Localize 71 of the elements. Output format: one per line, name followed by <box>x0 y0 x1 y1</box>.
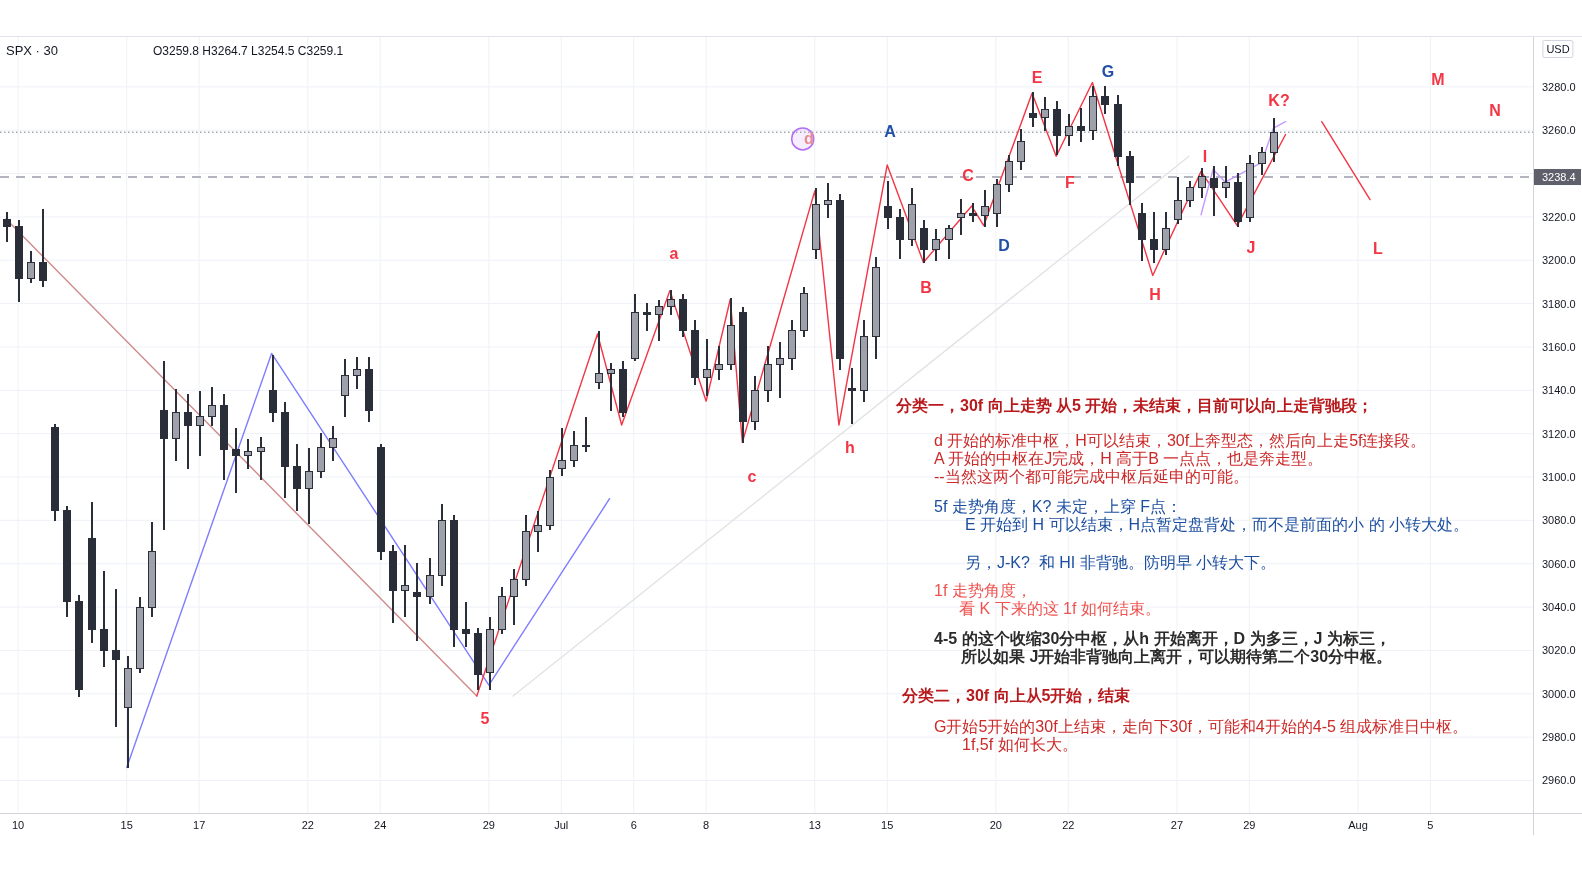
annotation: A <box>884 123 896 141</box>
annotation: d <box>804 130 814 148</box>
y-tick-label: 2980.0 <box>1542 731 1576 744</box>
x-tick-label: 27 <box>1170 819 1184 831</box>
annotation: 1f,5f 如何长大。 <box>962 736 1078 754</box>
annotation: --当然这两个都可能完成中枢后延申的可能。 <box>934 468 1249 486</box>
x-tick-label: 17 <box>193 819 206 831</box>
x-tick-label: 29 <box>482 819 495 831</box>
annotation: h <box>845 439 855 457</box>
annotation: 分类一，30f 向上走势 从5 开始，未结束，目前可以向上走背驰段； <box>896 397 1374 415</box>
ref-line-label: 3238.4 <box>1542 171 1576 184</box>
annotation: 看 K 下来的这 1f 如何结束。 <box>959 600 1161 618</box>
annotation: D <box>998 237 1010 255</box>
annotation: G <box>1101 63 1115 81</box>
x-tick-label: 15 <box>881 819 894 831</box>
annotation: 所以如果 J开始非背驰向上离开，可以期待第二个30分中枢。 <box>961 648 1393 666</box>
ref-line-label: 3238.4 <box>1534 169 1581 186</box>
x-tick-label: 29 <box>1243 819 1256 831</box>
y-tick-label: 3080.0 <box>1542 514 1576 527</box>
y-tick-label: 3280.0 <box>1542 80 1576 93</box>
y-tick-label: 3020.0 <box>1542 644 1576 657</box>
annotation: a <box>669 245 679 263</box>
annotation: c <box>747 468 757 486</box>
annotation: G开始5开始的30f上结束，走向下30f，可能和4开始的4-5 组成标准日中枢。 <box>934 718 1469 736</box>
y-tick-label: 3260.0 <box>1542 124 1576 137</box>
annotation: J <box>1246 239 1256 257</box>
y-tick-label: 3000.0 <box>1542 687 1576 700</box>
annotation: 另，J-K? 和 HI 非背驰。防明早 小转大下。 <box>965 554 1277 572</box>
x-tick-label: 8 <box>703 819 710 831</box>
x-tick-label: 6 <box>630 819 637 831</box>
y-tick-label: 3040.0 <box>1542 601 1576 614</box>
x-tick-label: 5 <box>1427 819 1434 831</box>
y-tick-label: 3120.0 <box>1542 427 1576 440</box>
annotation: B <box>920 279 932 297</box>
annotation: I <box>1202 148 1208 166</box>
annotation: d 开始的标准中枢，H可以结束，30f上奔型态，然后向上走5f连接段。 <box>934 432 1427 450</box>
annotation: O3259.8 H3264.7 L3254.5 C3259.1 <box>153 43 344 60</box>
x-tick-label: 13 <box>808 819 821 831</box>
y-tick-label: 3220.0 <box>1542 210 1576 223</box>
annotation: E <box>1031 69 1043 87</box>
annotation: 分类二，30f 向上从5开始，结束 <box>902 687 1131 705</box>
annotation: USD <box>1542 40 1574 58</box>
annotation: M <box>1431 71 1445 89</box>
annotation: L <box>1373 240 1383 258</box>
x-tick-label: 22 <box>1062 819 1075 831</box>
y-tick-label: 3200.0 <box>1542 254 1576 267</box>
y-tick-label: 3060.0 <box>1542 557 1576 570</box>
y-tick-label: 3100.0 <box>1542 471 1576 483</box>
y-tick-label: 3160.0 <box>1542 340 1576 353</box>
annotation: 4-5 的这个收缩30分中枢，从h 开始离开，D 为多三，J 为标三， <box>934 630 1391 648</box>
title: SPX · 30 <box>6 42 59 60</box>
annotation: 1f 走势角度， <box>934 582 1032 600</box>
x-tick-label: 24 <box>374 819 387 831</box>
y-tick-label: 2960.0 <box>1542 774 1576 787</box>
annotation: K? <box>1268 92 1290 110</box>
x-tick-label: 15 <box>120 819 133 831</box>
annotation: 5f 走势角度，K? 未定，上穿 F点： <box>934 498 1183 516</box>
annotation: E 开始到 H 可以结束，H点暂定盘背处，而不是前面的小 的 小转大处。 <box>965 516 1469 534</box>
x-tick-label: 10 <box>12 819 25 831</box>
annotation: 5 <box>480 710 490 728</box>
annotation: C <box>962 167 974 185</box>
x-tick-label: Jul <box>554 819 569 831</box>
y-tick-label: 3180.0 <box>1542 297 1576 310</box>
annotation: H <box>1149 286 1161 304</box>
annotation: N <box>1489 102 1501 120</box>
y-tick-label: 3140.0 <box>1542 384 1576 397</box>
annotation: A 开始的中枢在J完成，H 高于B 一点点，也是奔走型。 <box>934 450 1324 468</box>
x-tick-label: Aug <box>1348 819 1368 831</box>
x-tick-label: 22 <box>301 819 314 831</box>
annotation: F <box>1065 174 1075 192</box>
x-tick-label: 20 <box>989 819 1002 831</box>
